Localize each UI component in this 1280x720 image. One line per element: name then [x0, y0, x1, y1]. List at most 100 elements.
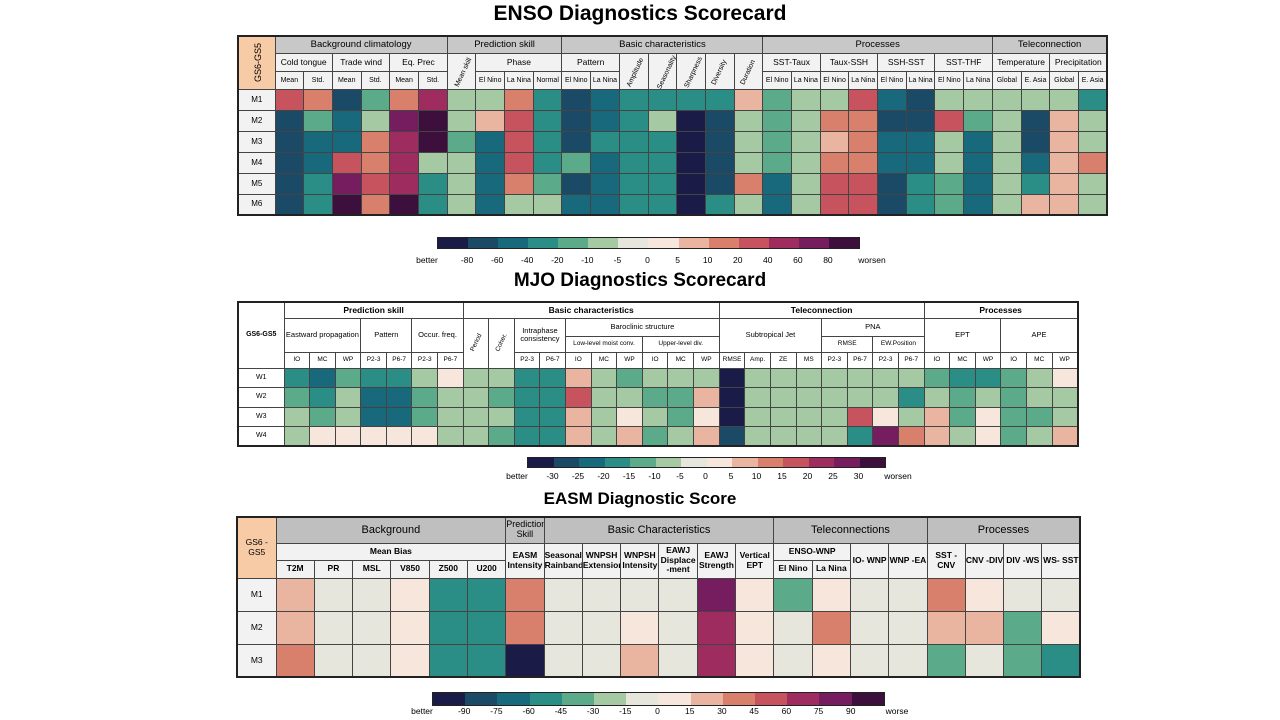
row-label: W1: [237, 367, 285, 388]
heatmap-cell: [475, 130, 506, 153]
colorbar-tick-label: 40: [763, 255, 773, 265]
subgroup-header: Occur. freq.: [411, 317, 464, 353]
heatmap-cell: [352, 577, 392, 612]
heatmap-cell: [934, 109, 965, 132]
colorbar-tick-label: 80: [823, 255, 833, 265]
row-label: M3: [237, 130, 276, 153]
heatmap-cell: [274, 130, 305, 153]
heatmap-cell: [949, 367, 976, 388]
heatmap-cell: [620, 610, 660, 645]
colorbar-tick-label: -60: [490, 255, 504, 265]
heatmap-cell: [696, 610, 737, 645]
heatmap-cell: [505, 577, 545, 612]
colorbar-tick-label: 45: [749, 706, 759, 716]
heatmap-cell: [905, 109, 936, 132]
colorbar-tick-label: worse: [885, 706, 909, 716]
heatmap-cell: [641, 406, 669, 427]
column-header: P6-7: [385, 351, 413, 369]
heatmap-cell: [437, 426, 464, 447]
heatmap-cell: [991, 88, 1022, 111]
heatmap-cell: [905, 172, 936, 195]
colorbar-tick-label: 15: [777, 471, 787, 481]
heatmap-cell: [532, 88, 563, 111]
subgroup-header: Trade wind: [331, 52, 391, 72]
heatmap-cell: [872, 387, 899, 408]
heatmap-cell: [331, 151, 362, 174]
column-header: La Nina: [791, 70, 821, 90]
colorbar-swatch: [579, 458, 605, 467]
column-header: PR: [313, 559, 354, 579]
heatmap-cell: [735, 577, 775, 612]
heatmap-cell: [303, 172, 333, 195]
heatmap-cell: [641, 387, 669, 408]
column-header: ZE: [769, 351, 797, 369]
heatmap-cell: [561, 193, 592, 216]
colorbar-tick-label: 5: [728, 471, 734, 481]
heatmap-cell: [647, 130, 678, 153]
heatmap-cell: [877, 88, 907, 111]
column-header: P6-7: [539, 351, 567, 369]
heatmap-cell: [877, 130, 907, 153]
heatmap-cell: [905, 193, 936, 216]
subgroup-header: Vertical EPT: [735, 542, 775, 579]
heatmap-cell: [275, 643, 315, 678]
column-header: RMSE: [718, 351, 746, 369]
heatmap-cell: [360, 109, 391, 132]
row-label: M1: [236, 577, 277, 612]
colorbar-tick-label: -20: [597, 471, 610, 481]
heatmap-cell: [513, 367, 541, 388]
colorbar-swatch: [561, 693, 595, 705]
colorbar-tick-label: worsen: [884, 471, 912, 481]
colorbar-tick-label: 0: [645, 255, 650, 265]
heatmap-cell: [676, 88, 706, 111]
subgroup-header: Coher.: [488, 317, 515, 369]
heatmap-cell: [334, 367, 362, 388]
row-label: M2: [236, 610, 277, 645]
colorbar-ticks: better -80 -60 -40 -20 -10 -5 0 5 10 20 40 60 80 worse…: [416, 255, 886, 267]
heatmap-cell: [733, 193, 764, 216]
heatmap-cell: [849, 577, 890, 612]
heatmap-cell: [411, 426, 439, 447]
row-label: M5: [237, 172, 276, 195]
heatmap-cell: [616, 367, 643, 388]
column-header: IO: [283, 351, 311, 369]
heatmap-cell: [897, 367, 925, 388]
heatmap-cell: [618, 109, 649, 132]
column-header: La Nina: [848, 70, 879, 90]
heatmap-cell: [283, 426, 311, 447]
colorbar-swatch: [828, 238, 859, 248]
subgroup-header: WNPSH Intensity: [620, 542, 660, 579]
colorbar-tick-label: better: [416, 255, 438, 265]
heatmap-cell: [676, 172, 706, 195]
heatmap-cell: [532, 130, 563, 153]
heatmap-cell: [1049, 193, 1080, 216]
heatmap-cell: [1025, 406, 1053, 427]
heatmap-cell: [647, 151, 678, 174]
heatmap-cell: [963, 151, 993, 174]
heatmap-cell: [888, 643, 928, 678]
heatmap-cell: [303, 130, 333, 153]
heatmap-cell: [417, 88, 448, 111]
heatmap-cell: [704, 193, 735, 216]
heatmap-cell: [428, 643, 468, 678]
colorbar-tick-label: -5: [676, 471, 684, 481]
heatmap-cell: [618, 172, 649, 195]
heatmap-cell: [877, 109, 907, 132]
colorbar-tick-label: 90: [846, 706, 856, 716]
heatmap-cell: [1041, 577, 1081, 612]
column-header: MC: [667, 351, 694, 369]
heatmap-cell: [428, 610, 468, 645]
colorbar-tick-label: 60: [793, 255, 803, 265]
heatmap-cell: [360, 426, 387, 447]
easm-title: EASM Diagnostic Score: [543, 489, 737, 508]
enso-scorecard-table: GS6-GS5 Background climatology Prediction …: [237, 35, 1109, 216]
heatmap-cell: [773, 643, 813, 678]
heatmap-cell: [446, 88, 477, 111]
group-header: Background: [275, 516, 507, 544]
subgroup-label: Coher.: [494, 332, 509, 353]
subgroup-label: Mean skill: [453, 56, 473, 88]
colorbar-tick-label: -30: [546, 471, 559, 481]
heatmap-cell: [1049, 151, 1080, 174]
heatmap-cell: [462, 406, 490, 427]
group-header: Background climatology: [274, 35, 448, 54]
